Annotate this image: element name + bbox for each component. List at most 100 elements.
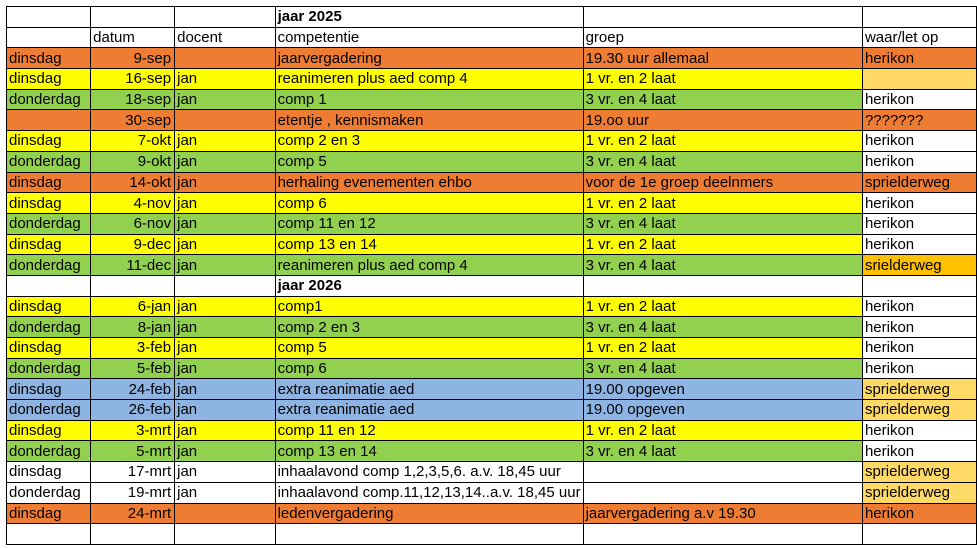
day-cell[interactable]: dinsdag: [5, 461, 92, 483]
teacher-cell[interactable]: jan: [174, 150, 276, 173]
date-cell[interactable]: 14-okt: [90, 171, 176, 194]
day-cell[interactable]: dinsdag: [5, 130, 92, 152]
competence-cell[interactable]: jaarvergadering: [274, 47, 584, 70]
group-cell[interactable]: 19.oo uur: [582, 109, 863, 132]
date-cell[interactable]: 30-sep: [90, 109, 176, 132]
teacher-cell[interactable]: jan: [174, 440, 276, 463]
date-cell[interactable]: 7-okt: [90, 130, 176, 152]
location-cell[interactable]: herikon: [861, 295, 977, 318]
location-cell[interactable]: sprielderweg: [861, 378, 977, 401]
competence-cell[interactable]: comp 13 en 14: [274, 233, 584, 256]
date-cell[interactable]: 19-mrt: [90, 481, 176, 504]
day-cell[interactable]: dinsdag: [5, 47, 92, 70]
date-cell[interactable]: 9-dec: [90, 233, 176, 256]
competence-cell[interactable]: comp 11 en 12: [274, 419, 584, 442]
group-cell[interactable]: 3 vr. en 4 laat: [582, 212, 863, 235]
date-cell[interactable]: 9-okt: [90, 150, 176, 173]
teacher-cell[interactable]: jan: [174, 419, 276, 442]
day-cell[interactable]: donderdag: [5, 212, 92, 235]
date-cell[interactable]: [90, 523, 176, 545]
day-cell[interactable]: donderdag: [5, 316, 92, 338]
day-cell[interactable]: dinsdag: [5, 337, 92, 359]
teacher-cell[interactable]: [174, 47, 276, 70]
group-cell[interactable]: 1 vr. en 2 laat: [582, 68, 863, 90]
competence-cell[interactable]: comp 11 en 12: [274, 212, 584, 235]
location-cell[interactable]: herikon: [861, 357, 977, 380]
day-cell[interactable]: donderdag: [5, 357, 92, 380]
group-cell[interactable]: voor de 1e groep deelnmers: [582, 171, 863, 194]
location-cell[interactable]: herikon: [861, 130, 977, 152]
day-cell[interactable]: [5, 6, 92, 28]
group-cell[interactable]: groep: [582, 26, 863, 49]
teacher-cell[interactable]: [174, 502, 276, 525]
competence-cell[interactable]: comp1: [274, 295, 584, 318]
location-cell[interactable]: [861, 68, 977, 90]
date-cell[interactable]: 9-sep: [90, 47, 176, 70]
location-cell[interactable]: srielderweg: [861, 254, 977, 276]
day-cell[interactable]: donderdag: [5, 399, 92, 421]
competence-cell[interactable]: comp 1: [274, 88, 584, 111]
competence-cell[interactable]: jaar 2025: [274, 6, 584, 28]
group-cell[interactable]: 1 vr. en 2 laat: [582, 419, 863, 442]
date-cell[interactable]: 4-nov: [90, 192, 176, 214]
teacher-cell[interactable]: jan: [174, 357, 276, 380]
competence-cell[interactable]: herhaling evenementen ehbo: [274, 171, 584, 194]
teacher-cell[interactable]: [174, 523, 276, 545]
location-cell[interactable]: herikon: [861, 233, 977, 256]
day-cell[interactable]: dinsdag: [5, 192, 92, 214]
day-cell[interactable]: donderdag: [5, 150, 92, 173]
date-cell[interactable]: [90, 6, 176, 28]
day-cell[interactable]: dinsdag: [5, 419, 92, 442]
teacher-cell[interactable]: [174, 6, 276, 28]
teacher-cell[interactable]: jan: [174, 378, 276, 401]
date-cell[interactable]: 26-feb: [90, 399, 176, 421]
date-cell[interactable]: [90, 274, 176, 297]
teacher-cell[interactable]: jan: [174, 130, 276, 152]
competence-cell[interactable]: inhaalavond comp.11,12,13,14..a.v. 18,45…: [274, 481, 584, 504]
location-cell[interactable]: sprielderweg: [861, 481, 977, 504]
location-cell[interactable]: sprielderweg: [861, 461, 977, 483]
competence-cell[interactable]: comp 6: [274, 192, 584, 214]
location-cell[interactable]: herikon: [861, 47, 977, 70]
group-cell[interactable]: [582, 481, 863, 504]
location-cell[interactable]: ???????: [861, 109, 977, 132]
competence-cell[interactable]: comp 2 en 3: [274, 130, 584, 152]
competence-cell[interactable]: ledenvergadering: [274, 502, 584, 525]
day-cell[interactable]: [5, 109, 92, 132]
group-cell[interactable]: 3 vr. en 4 laat: [582, 440, 863, 463]
date-cell[interactable]: 6-nov: [90, 212, 176, 235]
day-cell[interactable]: dinsdag: [5, 68, 92, 90]
competence-cell[interactable]: comp 6: [274, 357, 584, 380]
location-cell[interactable]: [861, 523, 977, 545]
location-cell[interactable]: herikon: [861, 440, 977, 463]
competence-cell[interactable]: comp 2 en 3: [274, 316, 584, 338]
teacher-cell[interactable]: jan: [174, 212, 276, 235]
group-cell[interactable]: [582, 274, 863, 297]
group-cell[interactable]: 1 vr. en 2 laat: [582, 295, 863, 318]
day-cell[interactable]: donderdag: [5, 440, 92, 463]
teacher-cell[interactable]: jan: [174, 399, 276, 421]
date-cell[interactable]: 5-mrt: [90, 440, 176, 463]
competence-cell[interactable]: extra reanimatie aed: [274, 378, 584, 401]
competence-cell[interactable]: comp 5: [274, 337, 584, 359]
location-cell[interactable]: herikon: [861, 316, 977, 338]
group-cell[interactable]: [582, 461, 863, 483]
teacher-cell[interactable]: [174, 109, 276, 132]
day-cell[interactable]: donderdag: [5, 481, 92, 504]
date-cell[interactable]: 8-jan: [90, 316, 176, 338]
teacher-cell[interactable]: jan: [174, 316, 276, 338]
group-cell[interactable]: 3 vr. en 4 laat: [582, 254, 863, 276]
day-cell[interactable]: [5, 26, 92, 49]
day-cell[interactable]: dinsdag: [5, 502, 92, 525]
day-cell[interactable]: dinsdag: [5, 295, 92, 318]
location-cell[interactable]: sprielderweg: [861, 171, 977, 194]
group-cell[interactable]: 1 vr. en 2 laat: [582, 337, 863, 359]
group-cell[interactable]: 1 vr. en 2 laat: [582, 192, 863, 214]
location-cell[interactable]: herikon: [861, 212, 977, 235]
location-cell[interactable]: herikon: [861, 150, 977, 173]
group-cell[interactable]: [582, 6, 863, 28]
teacher-cell[interactable]: jan: [174, 68, 276, 90]
day-cell[interactable]: dinsdag: [5, 233, 92, 256]
group-cell[interactable]: [582, 523, 863, 545]
competence-cell[interactable]: reanimeren plus aed comp 4: [274, 68, 584, 90]
